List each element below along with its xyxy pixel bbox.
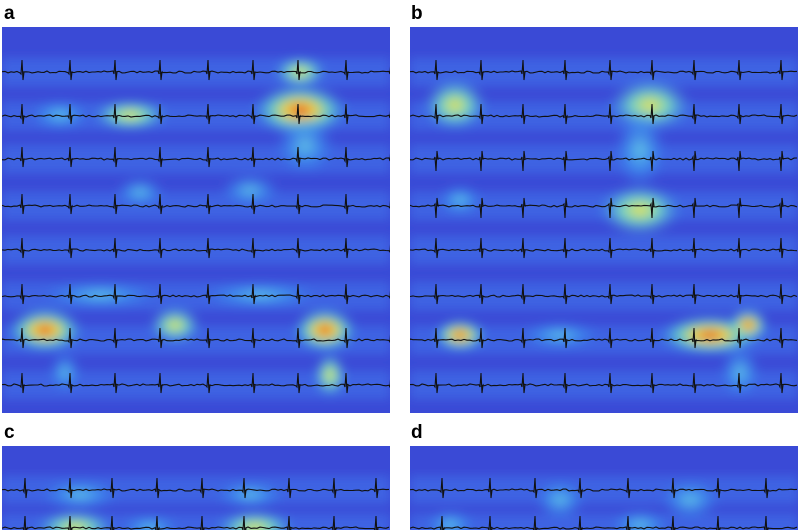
ecg-trace [2,283,390,305]
ecg-trace [410,103,798,125]
heat-blob [49,352,81,392]
ecg-trace [2,237,390,259]
ecg-trace [2,193,390,215]
heat-blob [535,480,585,520]
ecg-trace [410,327,798,349]
ecg-trace [410,59,798,81]
heat-blob [40,479,120,511]
heat-blob [660,480,720,520]
heat-blob [30,99,90,131]
heat-blob [115,177,165,207]
heat-blob [728,309,768,341]
panel-label: d [411,422,423,443]
ecg-trace [410,372,798,394]
panel-label: c [4,422,15,443]
heat-blob [149,307,201,343]
heat-layer [2,476,390,530]
heat-blob [614,110,666,190]
heat-blob [92,99,168,131]
heatmap-panel [410,27,798,413]
ecg-trace [2,146,390,168]
ecg-trace [410,150,798,172]
heat-blob [520,321,600,349]
heat-blob [215,510,295,530]
ecg-trace [2,477,390,499]
heat-blob [598,184,682,236]
heat-blob [720,346,760,398]
heat-layer [410,476,798,530]
heat-blob [314,353,346,397]
heat-blob [434,319,486,351]
heat-blob [215,481,285,509]
ecg-trace [410,197,798,219]
ecg-trace [2,59,390,81]
heat-blob [120,514,180,530]
heat-blob [423,79,487,131]
panel-label: a [4,3,15,24]
heat-blob [275,115,335,175]
ecg-trace [410,477,798,499]
ecg-trace [2,372,390,394]
heat-blob [35,510,115,530]
ecg-trace [2,103,390,125]
panel-label: b [411,3,423,24]
heatmap-panel [2,27,390,413]
ecg-trace [410,237,798,259]
ecg-trace [2,515,390,530]
ecg-trace [410,283,798,305]
heat-blob [293,308,357,352]
heatmap-panel [2,446,390,530]
ecg-trace [410,515,798,530]
heat-blob [438,184,482,216]
ecg-trace [2,327,390,349]
heatmap-panel [410,446,798,530]
heat-blob [610,509,670,530]
heat-blob [40,281,160,309]
heat-blob [425,509,475,530]
heat-blob [220,174,280,206]
